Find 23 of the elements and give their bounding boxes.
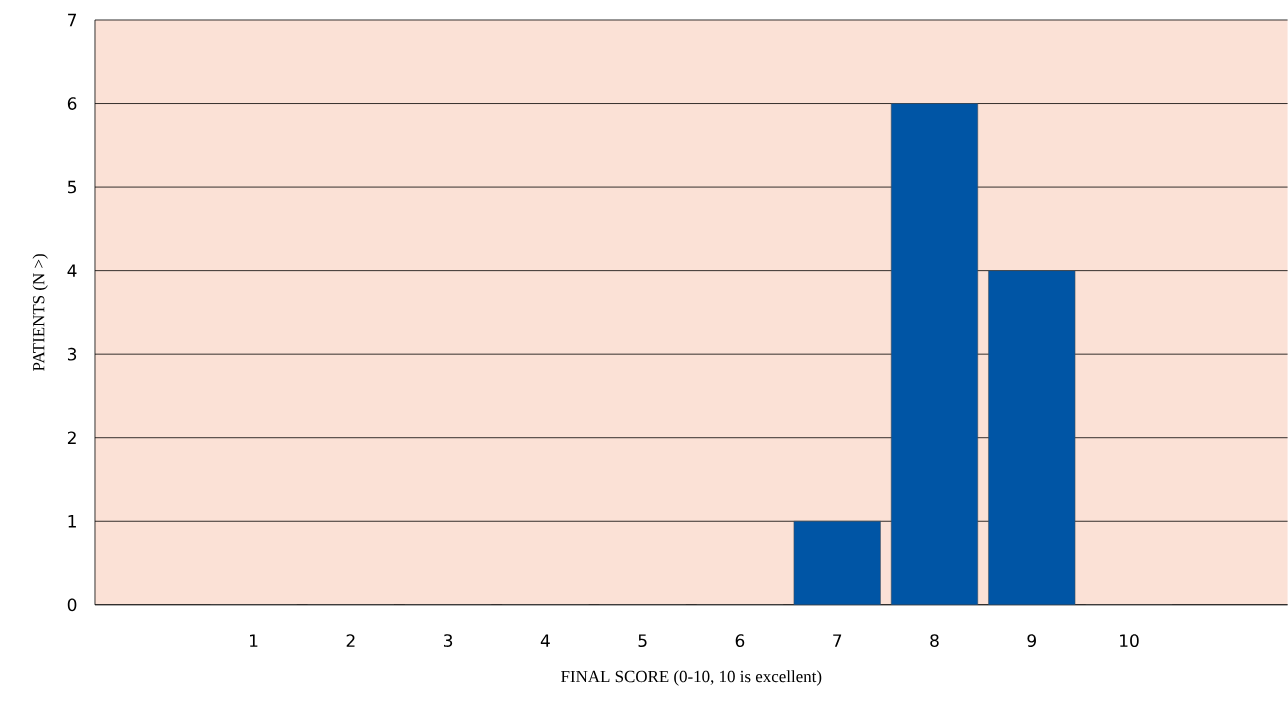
y-tick-label: 0 [67, 598, 77, 612]
y-tick-label: 1 [68, 515, 76, 528]
bar [793, 521, 881, 605]
y-tick-label: 3 [67, 347, 77, 361]
y-tick-label: 6 [67, 97, 77, 111]
bar [988, 270, 1076, 605]
x-tick-label: 5 [638, 634, 647, 648]
x-axis-title: FINAL SCORE (0-10, 10 is excellent) [561, 670, 822, 686]
x-tick-label: 2 [346, 634, 355, 647]
x-tick-label: 3 [444, 634, 453, 648]
y-tick-label: 7 [68, 13, 77, 27]
x-tick-label: 9 [1027, 634, 1036, 648]
x-tick-label: 4 [540, 634, 550, 647]
x-tick-label: 7 [833, 634, 842, 647]
x-tick-label: 8 [930, 634, 939, 648]
y-tick-label: 4 [67, 264, 77, 277]
y-tick-label: 2 [67, 431, 76, 445]
y-axis-title: PATIENTS (N >) [32, 254, 48, 372]
x-tick-label: 1 [250, 634, 258, 647]
x-tick-label: 10 [1120, 634, 1139, 648]
y-tick-label: 5 [68, 180, 76, 194]
x-tick-label: 6 [735, 634, 745, 648]
bar [891, 103, 978, 605]
